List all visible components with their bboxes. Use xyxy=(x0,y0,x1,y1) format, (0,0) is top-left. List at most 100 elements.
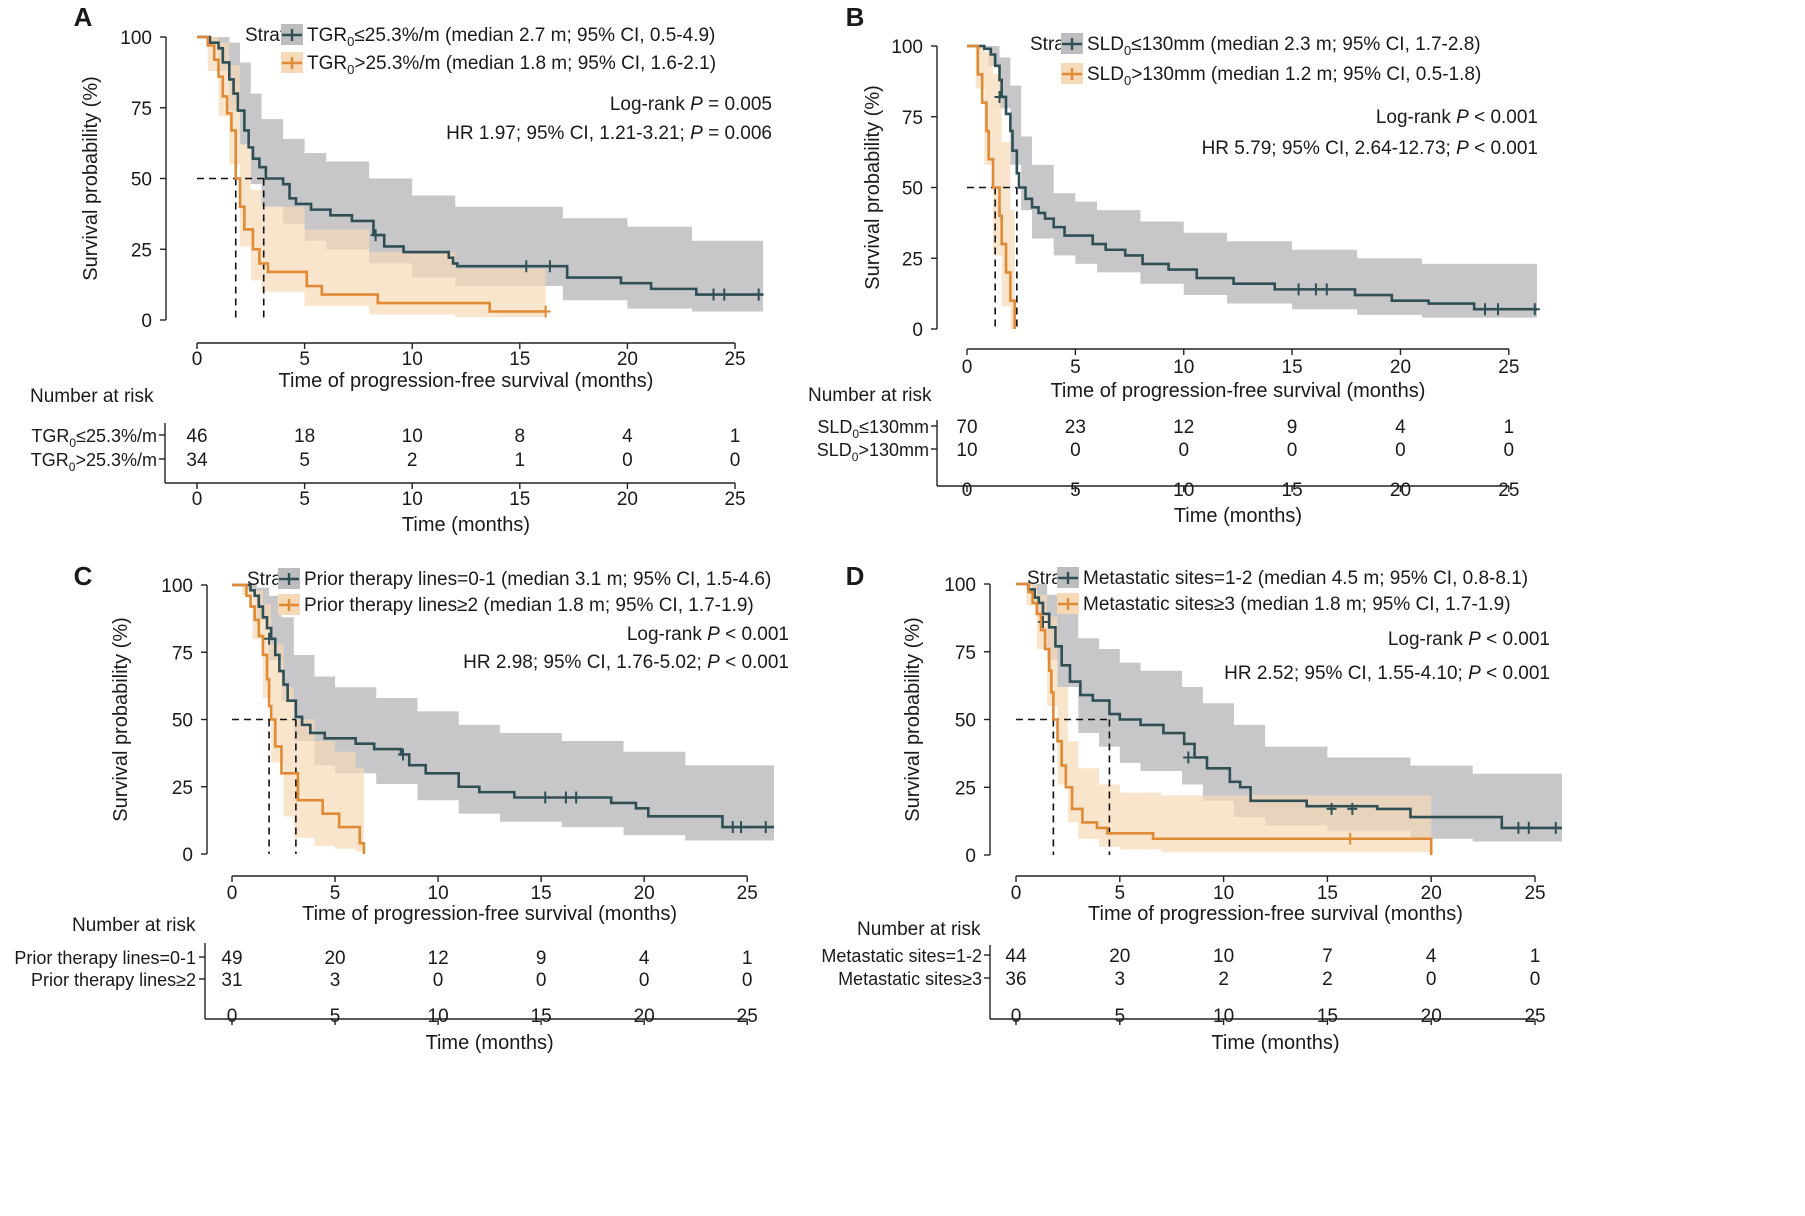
censor-mark xyxy=(1293,283,1304,296)
censor-mark xyxy=(1523,821,1534,834)
risk-x-tick-label: 5 xyxy=(1070,480,1081,501)
risk-x-tick-label: 5 xyxy=(299,489,310,510)
risk-count: 46 xyxy=(186,426,207,447)
risk-row-label-1: TGR0≤25.3%/m xyxy=(31,426,157,450)
risk-count: 1 xyxy=(1504,417,1515,438)
logrank-annotation-part: Log-rank xyxy=(1388,629,1468,650)
survival-curve-1 xyxy=(1016,582,1562,830)
y-tick-label: 50 xyxy=(955,711,976,732)
risk-row-label-2: SLD0>130mm xyxy=(817,440,929,464)
logrank-annotation: Log-rank P < 0.001 xyxy=(627,624,789,645)
x-tick-label: 5 xyxy=(330,883,341,904)
hr-annotation-part: HR 2.98; 95% CI, 1.76-5.02; xyxy=(463,652,707,673)
x-tick-label: 5 xyxy=(299,349,310,370)
x-tick-label: 0 xyxy=(1011,883,1022,904)
risk-count: 2 xyxy=(407,450,418,471)
risk-x-axis-label: Time (months) xyxy=(1211,1032,1339,1054)
y-axis-label: Survival probability (%) xyxy=(110,617,132,822)
survival-curve-2 xyxy=(197,35,546,313)
x-tick-label: 0 xyxy=(192,349,203,370)
logrank-annotation-part: Log-rank xyxy=(627,624,707,645)
logrank-annotation-part: P xyxy=(690,94,703,115)
logrank-annotation-part: Log-rank xyxy=(1376,107,1456,128)
risk-row-label-2-subscript: 0 xyxy=(69,460,76,474)
risk-row-label-1-rest: ≤25.3%/m xyxy=(76,426,157,446)
logrank-annotation-part: P xyxy=(707,624,720,645)
risk-row-label-2-rest: >25.3%/m xyxy=(75,450,157,470)
x-tick-label: 15 xyxy=(509,349,530,370)
logrank-annotation-part: = 0.005 xyxy=(703,94,772,115)
y-tick-label: 0 xyxy=(141,311,152,332)
censor-mark xyxy=(753,288,764,301)
y-tick-label: 25 xyxy=(172,778,193,799)
risk-count: 2 xyxy=(1218,969,1229,990)
x-tick-label: 10 xyxy=(428,883,449,904)
panel-label: A xyxy=(74,2,93,32)
risk-table-title: Number at risk xyxy=(808,385,932,406)
x-tick-label: 15 xyxy=(531,883,552,904)
logrank-annotation-part: Log-rank xyxy=(610,94,690,115)
risk-count: 12 xyxy=(1173,417,1194,438)
risk-count: 20 xyxy=(324,948,345,969)
risk-x-tick-label: 10 xyxy=(402,489,423,510)
hr-annotation-part: P xyxy=(1456,138,1469,159)
risk-row-label-2-text: Prior therapy lines≥2 xyxy=(31,970,196,990)
risk-x-tick-label: 5 xyxy=(1115,1006,1126,1027)
legend-entry-2-text: Prior therapy lines≥2 (median 1.8 m; 95%… xyxy=(304,595,754,616)
x-tick-label: 20 xyxy=(1390,357,1411,378)
risk-row-label-2: Metastatic sites≥3 xyxy=(838,969,982,989)
censor-mark xyxy=(1492,303,1503,316)
risk-x-tick-label: 25 xyxy=(724,489,745,510)
panel-label: B xyxy=(846,2,865,32)
risk-x-tick-label: 0 xyxy=(962,480,973,501)
censor-mark xyxy=(1310,283,1321,296)
logrank-annotation-part: < 0.001 xyxy=(1481,629,1550,650)
risk-count: 70 xyxy=(956,417,977,438)
panel-label: C xyxy=(74,561,93,591)
risk-count: 0 xyxy=(1395,440,1406,461)
risk-table-title: Number at risk xyxy=(30,386,154,407)
censor-mark xyxy=(560,791,571,804)
risk-count: 10 xyxy=(956,440,977,461)
survival-curve-2 xyxy=(967,44,1016,329)
risk-x-tick-label: 20 xyxy=(1390,480,1411,501)
y-tick-label: 75 xyxy=(131,99,152,120)
legend-entry-1-rest: ≤130mm (median 2.3 m; 95% CI, 1.7-2.8) xyxy=(1131,34,1480,55)
legend-entry-2: Prior therapy lines≥2 (median 1.8 m; 95%… xyxy=(304,595,754,616)
hr-annotation-part: P xyxy=(690,123,703,144)
ci-band-1 xyxy=(1016,584,1562,845)
risk-table-title: Number at risk xyxy=(72,915,196,936)
x-tick-label: 0 xyxy=(962,357,973,378)
legend-key-1 xyxy=(282,29,302,41)
risk-count: 9 xyxy=(1287,417,1298,438)
risk-x-tick-label: 20 xyxy=(1421,1006,1442,1027)
legend-entry-2-rest: >130mm (median 1.2 m; 95% CI, 0.5-1.8) xyxy=(1131,64,1481,85)
risk-count: 9 xyxy=(536,948,547,969)
legend-key-1 xyxy=(1062,38,1082,50)
legend-entry-2: TGR0>25.3%/m (median 1.8 m; 95% CI, 1.6-… xyxy=(307,53,716,77)
censor-mark xyxy=(1183,751,1194,764)
hr-annotation: HR 1.97; 95% CI, 1.21-3.21; P = 0.006 xyxy=(446,123,772,144)
legend-entry-1: Prior therapy lines=0-1 (median 3.1 m; 9… xyxy=(304,569,771,590)
censor-mark xyxy=(994,90,1005,103)
legend-entry-2-subscript: 0 xyxy=(347,62,354,77)
hr-annotation-part: P xyxy=(707,652,720,673)
x-tick-label: 0 xyxy=(227,883,238,904)
x-tick-label: 5 xyxy=(1070,357,1081,378)
x-tick-label: 15 xyxy=(1282,357,1303,378)
censor-mark xyxy=(760,821,771,834)
risk-count: 4 xyxy=(622,426,633,447)
x-tick-label: 5 xyxy=(1115,883,1126,904)
censor-mark xyxy=(1347,802,1358,815)
risk-count: 0 xyxy=(1287,440,1298,461)
risk-count: 10 xyxy=(1213,946,1234,967)
legend-entry-2: SLD0>130mm (median 1.2 m; 95% CI, 0.5-1.… xyxy=(1087,64,1481,88)
censor-mark xyxy=(544,260,555,273)
y-tick-label: 25 xyxy=(131,240,152,261)
logrank-annotation-part: < 0.001 xyxy=(720,624,789,645)
y-tick-label: 25 xyxy=(902,249,923,270)
censor-mark xyxy=(540,791,551,804)
risk-x-tick-label: 20 xyxy=(617,489,638,510)
